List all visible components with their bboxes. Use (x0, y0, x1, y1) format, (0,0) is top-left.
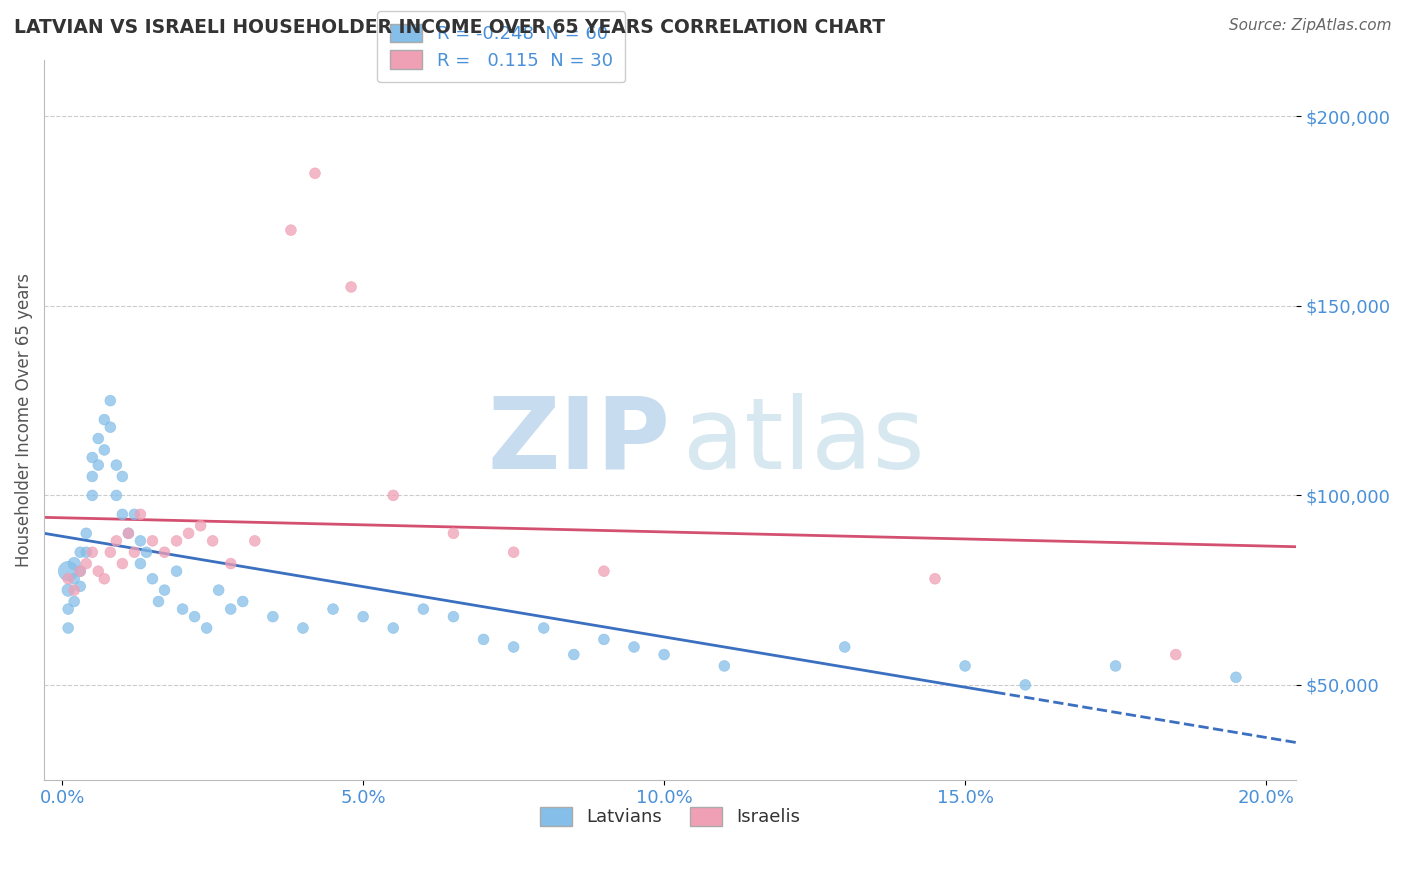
Point (195, 621, 218, 635)
Point (135, 545, 157, 559)
Point (924, 572, 946, 586)
Point (834, 640, 856, 654)
Point (153, 545, 176, 559)
Point (98, 420, 121, 434)
Point (593, 632, 616, 647)
Point (69, 564, 91, 578)
Text: LATVIAN VS ISRAELI HOUSEHOLDER INCOME OVER 65 YEARS CORRELATION CHART: LATVIAN VS ISRAELI HOUSEHOLDER INCOME OV… (14, 18, 886, 37)
Point (502, 640, 524, 654)
Point (82, 545, 104, 559)
Point (98, 393, 121, 408)
Point (472, 632, 495, 647)
Point (201, 533, 224, 548)
Point (105, 458, 128, 472)
Point (1164, 648, 1187, 662)
Point (166, 564, 188, 578)
Point (63, 572, 86, 586)
Point (82, 469, 104, 483)
Point (69, 564, 91, 578)
Point (69, 545, 91, 559)
Point (98, 545, 121, 559)
Point (1014, 678, 1036, 692)
Point (382, 621, 405, 635)
Point (172, 602, 194, 616)
Point (111, 557, 134, 571)
Point (87, 458, 110, 472)
Point (75, 526, 97, 541)
Point (953, 659, 976, 673)
Point (291, 621, 314, 635)
Point (111, 508, 134, 522)
Point (129, 508, 152, 522)
Point (82, 488, 104, 502)
Point (183, 609, 205, 624)
Point (87, 564, 110, 578)
Point (117, 526, 139, 541)
Point (141, 533, 163, 548)
Text: ZIP: ZIP (488, 392, 671, 490)
Point (166, 533, 188, 548)
Point (219, 602, 242, 616)
Point (382, 488, 405, 502)
Point (243, 533, 266, 548)
Point (441, 526, 464, 541)
Point (63, 557, 86, 571)
Point (56, 621, 79, 635)
Point (56, 583, 79, 598)
Point (652, 648, 675, 662)
Point (322, 602, 344, 616)
Point (208, 583, 231, 598)
Point (63, 583, 86, 598)
Point (93, 412, 115, 426)
Point (75, 545, 97, 559)
Point (87, 432, 110, 446)
Point (75, 557, 97, 571)
Point (56, 564, 79, 578)
Point (713, 659, 735, 673)
Point (533, 621, 555, 635)
Point (63, 594, 86, 608)
Point (93, 572, 115, 586)
Point (441, 609, 464, 624)
Y-axis label: Householder Income Over 65 years: Householder Income Over 65 years (15, 273, 32, 566)
Point (124, 545, 146, 559)
Point (352, 609, 374, 624)
Point (105, 533, 128, 548)
Legend: Latvians, Israelis: Latvians, Israelis (530, 798, 810, 836)
Point (1225, 670, 1247, 684)
Point (593, 564, 616, 578)
Point (280, 223, 302, 237)
Point (129, 533, 152, 548)
Point (153, 583, 176, 598)
Point (262, 609, 284, 624)
Point (93, 442, 115, 457)
Point (117, 526, 139, 541)
Point (1104, 659, 1126, 673)
Point (232, 594, 254, 608)
Point (105, 488, 128, 502)
Point (412, 602, 434, 616)
Point (219, 557, 242, 571)
Point (304, 166, 326, 180)
Point (56, 572, 79, 586)
Text: Source: ZipAtlas.com: Source: ZipAtlas.com (1229, 18, 1392, 33)
Point (562, 648, 585, 662)
Point (82, 450, 104, 465)
Point (148, 594, 170, 608)
Point (111, 469, 134, 483)
Point (623, 640, 645, 654)
Text: atlas: atlas (683, 392, 924, 490)
Point (502, 545, 524, 559)
Point (190, 518, 212, 533)
Point (129, 557, 152, 571)
Point (69, 579, 91, 593)
Point (124, 508, 146, 522)
Point (56, 602, 79, 616)
Point (177, 526, 200, 541)
Point (141, 572, 163, 586)
Point (340, 280, 363, 294)
